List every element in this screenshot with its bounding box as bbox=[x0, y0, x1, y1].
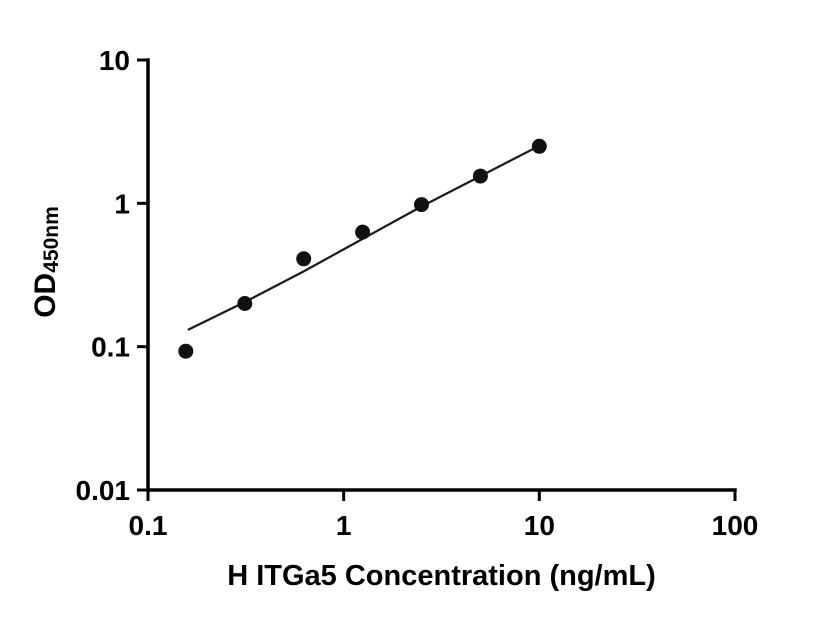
data-point bbox=[355, 224, 371, 240]
x-tick-label: 10 bbox=[524, 510, 555, 541]
y-tick-label: 0.01 bbox=[76, 475, 131, 506]
y-tick-label: 1 bbox=[114, 188, 130, 219]
axes bbox=[146, 58, 737, 492]
x-tick-label: 1 bbox=[336, 510, 352, 541]
x-axis-title: H ITGa5 Concentration (ng/mL) bbox=[227, 560, 656, 592]
data-point bbox=[472, 168, 488, 184]
data-point bbox=[414, 197, 429, 213]
x-tick-label: 100 bbox=[712, 510, 759, 541]
data-point bbox=[296, 251, 312, 267]
y-tick-label: 0.1 bbox=[91, 332, 130, 363]
data-point bbox=[237, 296, 253, 311]
y-axis-title: OD450nm bbox=[29, 206, 63, 318]
y-tick-label: 10 bbox=[99, 45, 130, 76]
y-axis-title-subscript: 450nm bbox=[40, 206, 63, 273]
data-point bbox=[531, 138, 547, 154]
y-axis-title-main: OD bbox=[29, 272, 62, 318]
x-tick-label: 0.1 bbox=[129, 510, 168, 541]
data-point bbox=[178, 343, 194, 359]
